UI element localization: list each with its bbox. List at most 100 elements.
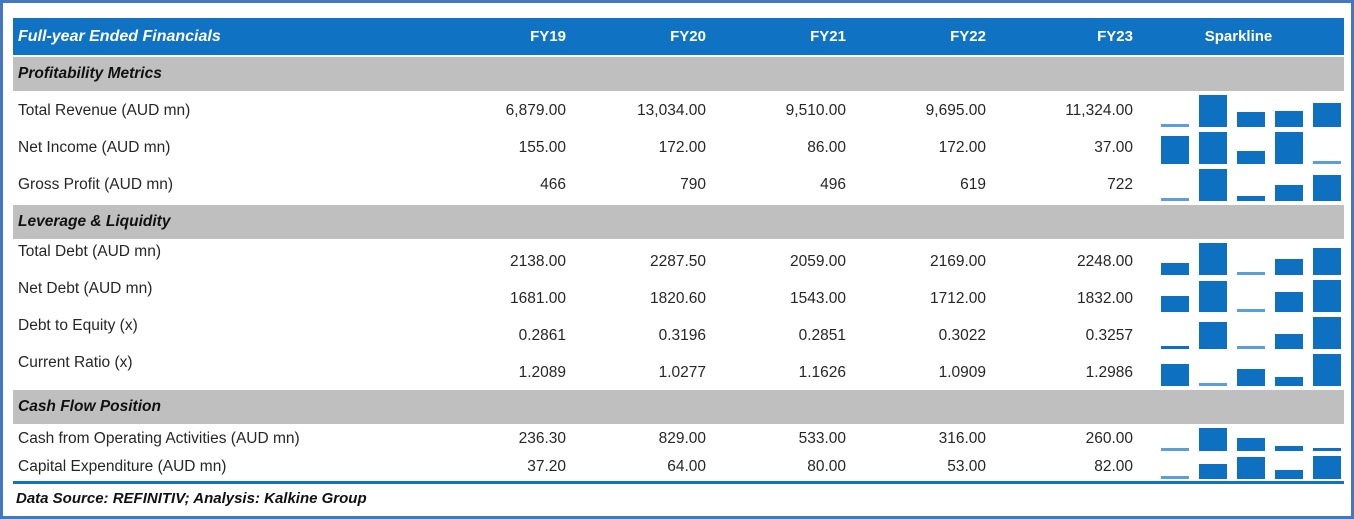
sparkline-bar — [1275, 377, 1303, 386]
value-cell: 619 — [960, 175, 986, 193]
table-row: Capital Expenditure (AUD mn) 37.20 64.00 80… — [13, 453, 1344, 481]
value-cell: 1.2089 — [518, 364, 566, 381]
sparkline-bar — [1313, 175, 1341, 201]
sparkline-chart — [1133, 277, 1344, 314]
footer-divider — [13, 481, 1344, 484]
value-cell: 9,510.00 — [785, 101, 846, 119]
sparkline-bar — [1313, 456, 1341, 479]
value-cell: 2059.00 — [789, 253, 846, 270]
sparkline-bar — [1275, 132, 1303, 164]
table-header-row: Full-year Ended Financials FY19 FY20 FY2… — [13, 18, 1344, 55]
value-cell: 64.00 — [667, 458, 706, 475]
value-cell: 1820.60 — [649, 290, 706, 307]
value-cell: 1.1626 — [798, 364, 846, 381]
sparkline-low-point — [1199, 383, 1227, 386]
table-row: Gross Profit (AUD mn) 466 790 496 619 722 — [13, 166, 1344, 203]
value-cell: 790 — [680, 175, 706, 193]
value-cell: 0.3257 — [1085, 327, 1133, 344]
row-label: Gross Profit (AUD mn) — [18, 175, 174, 193]
sparkline-bar — [1161, 296, 1189, 312]
sparkline-low-point — [1161, 448, 1189, 451]
data-source-note: Data Source: REFINITIV; Analysis: Kalkin… — [16, 490, 367, 507]
row-label: Debt to Equity (x) — [18, 317, 138, 334]
row-label: Capital Expenditure (AUD mn) — [18, 458, 227, 475]
sparkline-bar — [1313, 448, 1341, 451]
value-cell: 0.3022 — [938, 327, 986, 344]
value-cell: 722 — [1107, 175, 1133, 193]
column-header-sparkline: Sparkline — [1204, 28, 1273, 45]
sparkline-bar — [1199, 169, 1227, 201]
section-rows: Cash from Operating Activities (AUD mn) 2… — [13, 425, 1344, 481]
row-label: Total Debt (AUD mn) — [18, 243, 161, 260]
table-row: Debt to Equity (x) 0.2861 0.3196 0.2851 0.30… — [13, 314, 1344, 351]
sparkline-bar — [1161, 263, 1189, 275]
sparkline-bar — [1199, 464, 1227, 479]
column-header-fy23: FY23 — [1097, 28, 1133, 45]
value-cell: 155.00 — [518, 138, 566, 156]
sparkline-low-point — [1313, 161, 1341, 164]
sparkline-bar — [1199, 428, 1227, 451]
sparkline-chart — [1133, 314, 1344, 351]
value-cell: 37.20 — [527, 458, 566, 475]
sparkline-bar — [1275, 292, 1303, 312]
sparkline-bar — [1237, 112, 1265, 127]
sparkline-low-point — [1161, 476, 1189, 479]
section-header: Leverage & Liquidity — [13, 205, 1344, 239]
sparkline-low-point — [1237, 346, 1265, 349]
sparkline-bar — [1237, 457, 1265, 479]
sparkline-bar — [1313, 317, 1341, 349]
sparkline-bar — [1275, 470, 1303, 479]
value-cell: 13,034.00 — [637, 101, 706, 119]
value-cell: 2248.00 — [1076, 253, 1133, 270]
sparkline-low-point — [1237, 272, 1265, 275]
column-header-fy20: FY20 — [670, 28, 706, 45]
sparkline-bar — [1237, 196, 1265, 201]
value-cell: 1.0909 — [938, 364, 986, 381]
value-cell: 172.00 — [658, 138, 706, 156]
sparkline-bar — [1237, 438, 1265, 451]
section-header: Profitability Metrics — [13, 57, 1344, 91]
sparkline-low-point — [1161, 198, 1189, 201]
column-header-fy22: FY22 — [950, 28, 986, 45]
table-row: Cash from Operating Activities (AUD mn) 2… — [13, 425, 1344, 453]
value-cell: 1.2986 — [1085, 364, 1133, 381]
sparkline-chart — [1133, 129, 1344, 166]
sparkline-bar — [1275, 446, 1303, 451]
value-cell: 0.3196 — [658, 327, 706, 344]
value-cell: 2138.00 — [509, 253, 566, 270]
sparkline-bar — [1275, 334, 1303, 349]
column-header-fy21: FY21 — [810, 28, 846, 45]
sparkline-chart — [1133, 351, 1344, 388]
value-cell: 260.00 — [1085, 430, 1133, 447]
sparkline-chart — [1133, 92, 1344, 129]
value-cell: 9,695.00 — [925, 101, 986, 119]
value-cell: 236.30 — [518, 430, 566, 447]
row-label: Cash from Operating Activities (AUD mn) — [18, 430, 300, 447]
table-body: Profitability Metrics Total Revenue (AUD … — [13, 57, 1344, 481]
sparkline-chart — [1133, 166, 1344, 203]
value-cell: 11,324.00 — [1065, 101, 1133, 119]
value-cell: 1832.00 — [1076, 290, 1133, 307]
value-cell: 0.2851 — [798, 327, 846, 344]
sparkline-bar — [1161, 346, 1189, 349]
value-cell: 1543.00 — [789, 290, 846, 307]
table-row: Total Revenue (AUD mn) 6,879.00 13,034.00 9… — [13, 92, 1344, 129]
value-cell: 316.00 — [938, 430, 986, 447]
sparkline-bar — [1275, 259, 1303, 275]
sparkline-bar — [1199, 132, 1227, 164]
value-cell: 829.00 — [658, 430, 706, 447]
row-label: Net Income (AUD mn) — [18, 138, 171, 156]
table-row: Total Debt (AUD mn) 2138.00 2287.50 2059.00… — [13, 240, 1344, 277]
sparkline-chart — [1133, 240, 1344, 277]
sparkline-bar — [1313, 280, 1341, 312]
financials-table: Full-year Ended Financials FY19 FY20 FY2… — [13, 18, 1344, 507]
section-header: Cash Flow Position — [13, 390, 1344, 424]
value-cell: 496 — [820, 175, 846, 193]
value-cell: 0.2861 — [518, 327, 566, 344]
row-label: Net Debt (AUD mn) — [18, 280, 153, 297]
row-label: Current Ratio (x) — [18, 354, 133, 371]
section-rows: Total Revenue (AUD mn) 6,879.00 13,034.00 9… — [13, 92, 1344, 203]
sparkline-bar — [1199, 243, 1227, 275]
sparkline-bar — [1199, 322, 1227, 349]
